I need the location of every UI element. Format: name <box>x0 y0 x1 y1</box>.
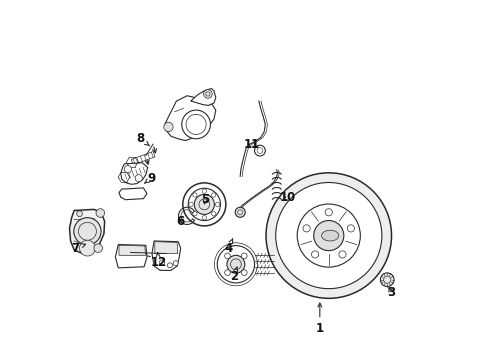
Circle shape <box>226 255 244 273</box>
Circle shape <box>188 202 193 207</box>
Circle shape <box>202 189 206 193</box>
Polygon shape <box>131 152 155 165</box>
Text: 11: 11 <box>243 138 259 150</box>
Circle shape <box>77 211 82 217</box>
Ellipse shape <box>321 230 338 241</box>
Text: 7: 7 <box>71 242 85 255</box>
Circle shape <box>159 260 164 265</box>
Circle shape <box>380 273 393 287</box>
Circle shape <box>94 244 102 252</box>
Text: 10: 10 <box>279 192 295 204</box>
Circle shape <box>254 145 265 156</box>
Polygon shape <box>155 242 178 253</box>
Polygon shape <box>152 241 180 270</box>
Polygon shape <box>164 96 215 140</box>
Circle shape <box>124 166 131 173</box>
Circle shape <box>211 193 215 197</box>
Text: 1: 1 <box>315 303 323 335</box>
Circle shape <box>313 221 343 251</box>
Polygon shape <box>121 163 147 184</box>
Text: 8: 8 <box>136 132 149 146</box>
Circle shape <box>241 253 246 259</box>
Circle shape <box>80 240 95 256</box>
Circle shape <box>183 183 225 226</box>
Circle shape <box>135 175 142 182</box>
Polygon shape <box>119 245 145 255</box>
Text: 6: 6 <box>176 215 183 228</box>
Circle shape <box>224 270 230 275</box>
Polygon shape <box>190 89 215 105</box>
Circle shape <box>215 202 219 207</box>
Polygon shape <box>69 210 104 253</box>
Circle shape <box>265 173 391 298</box>
Polygon shape <box>119 188 147 200</box>
Circle shape <box>338 251 346 258</box>
Circle shape <box>311 251 318 258</box>
Polygon shape <box>123 167 146 180</box>
Text: 5: 5 <box>201 193 209 206</box>
Circle shape <box>96 209 104 217</box>
Circle shape <box>203 90 212 98</box>
Circle shape <box>202 216 206 220</box>
Circle shape <box>192 193 197 197</box>
Circle shape <box>217 246 254 283</box>
Circle shape <box>235 207 244 217</box>
Circle shape <box>167 263 172 268</box>
Circle shape <box>224 253 230 259</box>
Text: 9: 9 <box>144 172 155 185</box>
Circle shape <box>194 194 214 215</box>
Circle shape <box>211 212 215 216</box>
Text: 12: 12 <box>150 253 166 269</box>
Circle shape <box>346 225 354 232</box>
Polygon shape <box>115 244 147 268</box>
Circle shape <box>241 270 246 275</box>
Circle shape <box>163 122 173 132</box>
Circle shape <box>275 183 381 289</box>
Circle shape <box>325 209 332 216</box>
Text: 2: 2 <box>229 267 237 283</box>
Text: 4: 4 <box>224 239 232 255</box>
Circle shape <box>173 261 178 266</box>
Circle shape <box>303 225 309 232</box>
Circle shape <box>74 218 101 245</box>
Circle shape <box>182 110 210 139</box>
Circle shape <box>192 212 197 216</box>
Text: 3: 3 <box>386 287 395 300</box>
